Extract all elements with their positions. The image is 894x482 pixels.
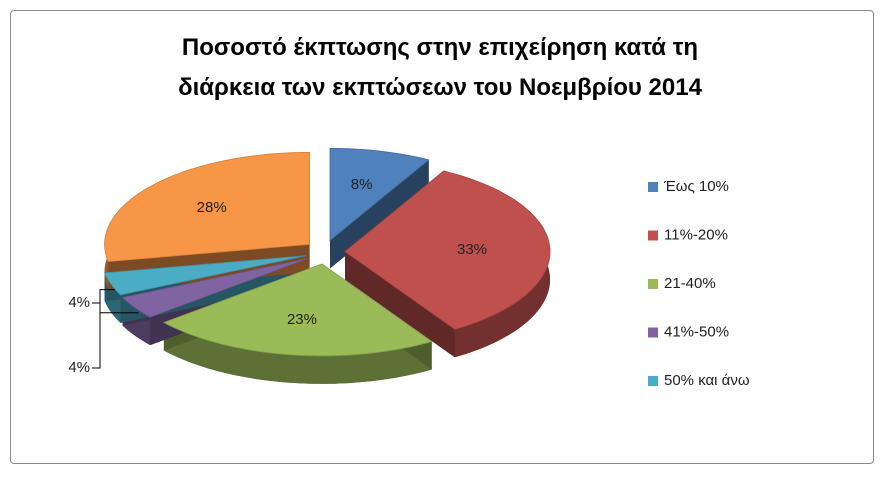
legend-swatch <box>648 376 658 386</box>
data-label: 4% <box>68 294 90 311</box>
legend-label: 11%-20% <box>664 226 728 243</box>
slice-side <box>163 322 432 384</box>
slice-wall <box>345 251 455 358</box>
data-label: 23% <box>287 311 317 328</box>
slice <box>162 263 433 357</box>
chart-title: Ποσοστό έκπτωσης στην επιχείρηση κατά τη… <box>178 34 702 101</box>
leader-line <box>92 289 115 369</box>
slice-wall <box>330 159 429 269</box>
data-label: 28% <box>197 199 227 216</box>
slice <box>344 170 551 330</box>
data-label: 8% <box>351 176 373 193</box>
slice <box>121 258 309 318</box>
legend-swatch <box>648 279 658 289</box>
slice <box>103 255 307 296</box>
legend-swatch <box>648 327 658 338</box>
legend-swatch <box>648 230 658 241</box>
slice <box>104 152 310 263</box>
legend-label: Έως 10% <box>663 178 729 195</box>
data-label: 33% <box>457 241 487 258</box>
legend-label: 50% και άνω <box>664 372 750 389</box>
legend-label: 41%-50% <box>664 323 729 340</box>
legend-swatch <box>648 182 658 192</box>
chart-frame <box>10 10 874 464</box>
slice <box>329 148 430 242</box>
legend-label: 21-40% <box>664 275 716 292</box>
data-label: 4% <box>68 359 90 376</box>
